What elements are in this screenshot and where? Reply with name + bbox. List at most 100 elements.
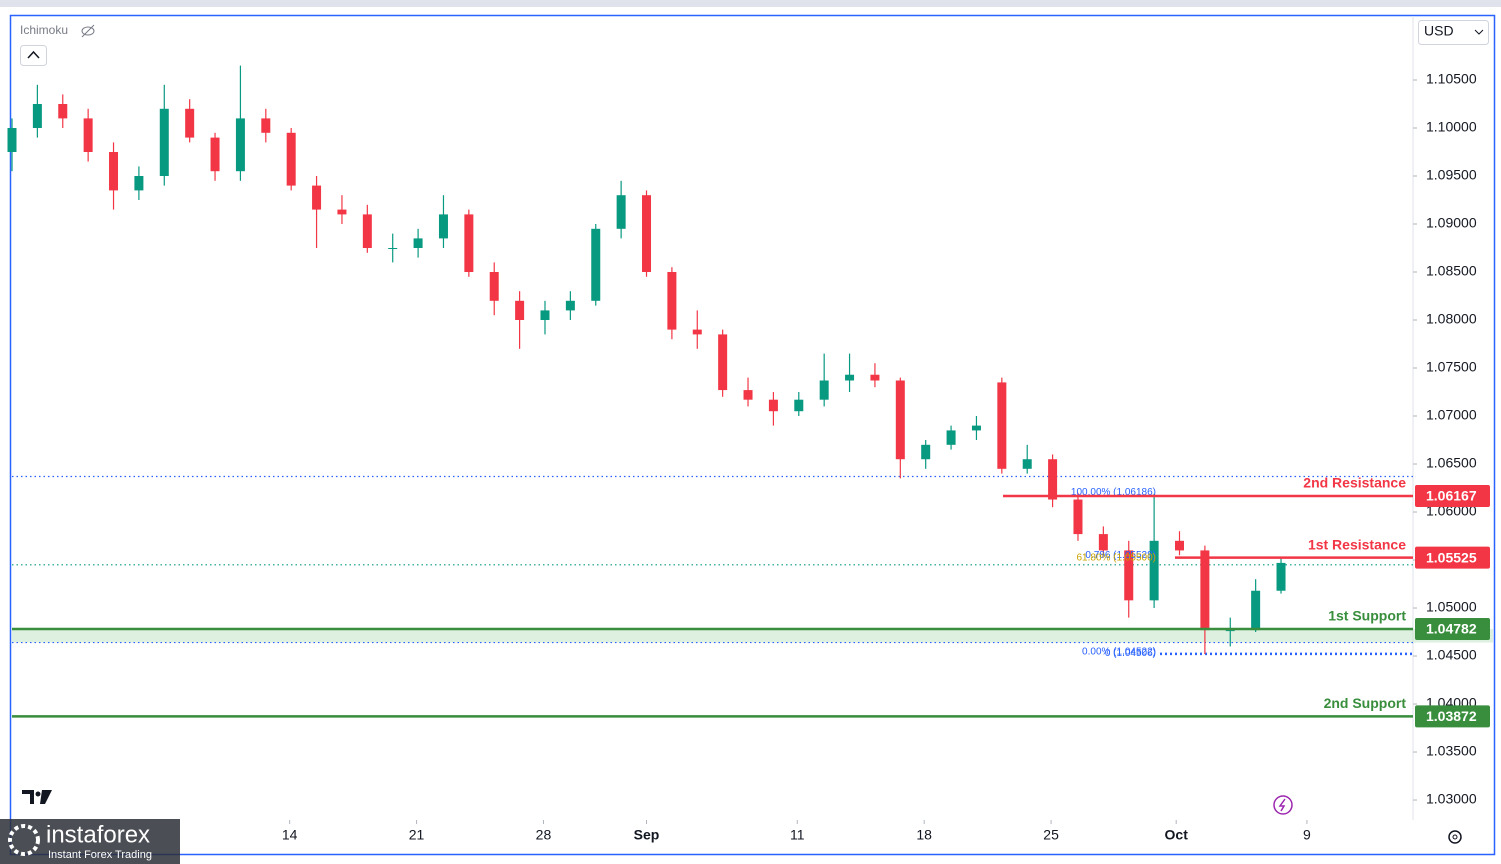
candle-body: [134, 176, 144, 191]
candle-body: [337, 209, 347, 215]
chart-frame: [9, 14, 1496, 856]
level-name: 1st Resistance: [1308, 536, 1406, 552]
support-zone: [12, 628, 1493, 643]
x-tick-label: 9: [1303, 827, 1311, 843]
candle-body: [1175, 540, 1184, 551]
candle-body: [1149, 540, 1159, 601]
candle-body: [971, 425, 981, 431]
y-tick-label: 1.03000: [1426, 791, 1477, 807]
candle-body: [692, 329, 702, 335]
candle-body: [1251, 590, 1261, 631]
fib-label: 61.80% (1.05500): [1076, 553, 1156, 564]
candle-body: [1098, 534, 1108, 551]
candle-body: [1048, 459, 1058, 500]
candle-body: [312, 185, 322, 210]
candle-body: [210, 137, 220, 172]
level-name: 2nd Support: [1324, 695, 1407, 711]
candle-body: [768, 399, 778, 412]
candle-body: [1022, 459, 1032, 469]
candle-body: [388, 248, 398, 250]
candle-body: [642, 195, 652, 273]
tv-logo: [22, 790, 52, 804]
candle-body: [7, 127, 17, 152]
collapse-button[interactable]: [20, 45, 47, 66]
price-label-box: [1415, 617, 1490, 640]
price-label-box: [1415, 705, 1490, 728]
y-tick-label: 1.04500: [1426, 647, 1477, 663]
x-tick-label: 21: [409, 827, 425, 843]
candle-body: [591, 228, 601, 301]
price-label-box: [1415, 484, 1490, 507]
candle-body: [1073, 499, 1083, 535]
candle-body: [870, 374, 880, 381]
x-tick-label: 11: [790, 827, 805, 843]
candle-body: [718, 334, 728, 391]
price-label: 1.06167: [1426, 488, 1477, 504]
y-tick-label: 1.07500: [1426, 359, 1477, 375]
candle-body: [32, 103, 42, 128]
candle-body: [438, 214, 448, 239]
candle-body: [1124, 550, 1134, 601]
currency-select[interactable]: USD: [1418, 20, 1489, 45]
y-tick-label: 1.06500: [1426, 455, 1477, 471]
candle-body: [515, 300, 525, 321]
y-tick-label: 1.07000: [1426, 407, 1477, 423]
x-tick-label: Sep: [634, 827, 660, 843]
y-tick-label: 1.10000: [1426, 119, 1477, 135]
y-tick-label: 1.05000: [1426, 599, 1477, 615]
candle-body: [616, 195, 626, 229]
y-tick-label: 1.03500: [1426, 743, 1477, 759]
watermark-brand: instaforex: [46, 821, 150, 848]
candle-body: [413, 238, 423, 249]
x-tick-label: 18: [916, 827, 932, 843]
x-tick-label: 14: [282, 827, 298, 843]
candle-body: [362, 214, 372, 249]
watermark-tagline: Instant Forex Trading: [48, 849, 152, 861]
candle-body: [565, 300, 575, 311]
candle-body: [819, 380, 829, 400]
lightning-button[interactable]: [1273, 795, 1293, 815]
price-label: 1.05525: [1426, 549, 1477, 565]
candle-body: [235, 118, 245, 172]
candle-body: [921, 444, 931, 460]
x-tick-label: Oct: [1165, 827, 1189, 843]
candle-body: [159, 108, 169, 176]
top-strip: [0, 0, 1501, 7]
candle-body: [895, 380, 905, 460]
fib-label: 0.786 (1.05528): [1085, 550, 1156, 561]
indicator-name: Ichimoku: [20, 23, 68, 37]
candle-body: [667, 272, 677, 330]
candle-body: [946, 430, 956, 445]
settings-icon[interactable]: [1448, 830, 1462, 844]
currency: USD: [1424, 23, 1454, 39]
plot-area: 1.10500 1.10000 1.09500 1.09000 1.08500 1.080…: [7, 65, 1493, 843]
x-tick-label: 25: [1043, 827, 1059, 843]
y-tick-label: 1.08000: [1426, 311, 1477, 327]
fib-label: 100.00% (1.06186): [1071, 487, 1156, 498]
level-name: 1st Support: [1328, 608, 1406, 624]
price-label: 1.03872: [1426, 708, 1477, 724]
price-label-box: [1415, 546, 1490, 569]
candle-body: [58, 103, 68, 119]
candle-body: [185, 108, 195, 138]
fib-label: 0 (1.04506): [1105, 648, 1156, 659]
candle-body: [1200, 550, 1210, 631]
candle-body: [845, 374, 855, 381]
y-tick-label: 1.09000: [1426, 215, 1477, 231]
y-tick-label: 1.08500: [1426, 263, 1477, 279]
candle-body: [261, 118, 271, 133]
candle-body: [540, 310, 550, 321]
candle-body: [743, 390, 753, 400]
fib-label: 0.00% (1.04522): [1082, 647, 1156, 658]
price-label: 1.04782: [1426, 621, 1477, 637]
y-tick-label: 1.10500: [1426, 71, 1477, 87]
x-tick-label: 28: [536, 827, 552, 843]
candle-body: [794, 399, 804, 412]
candle-body: [1276, 562, 1286, 591]
candle-body: [997, 382, 1007, 469]
hide-icon[interactable]: [81, 24, 95, 38]
y-tick-label: 1.09500: [1426, 167, 1477, 183]
candle-body: [109, 151, 119, 191]
